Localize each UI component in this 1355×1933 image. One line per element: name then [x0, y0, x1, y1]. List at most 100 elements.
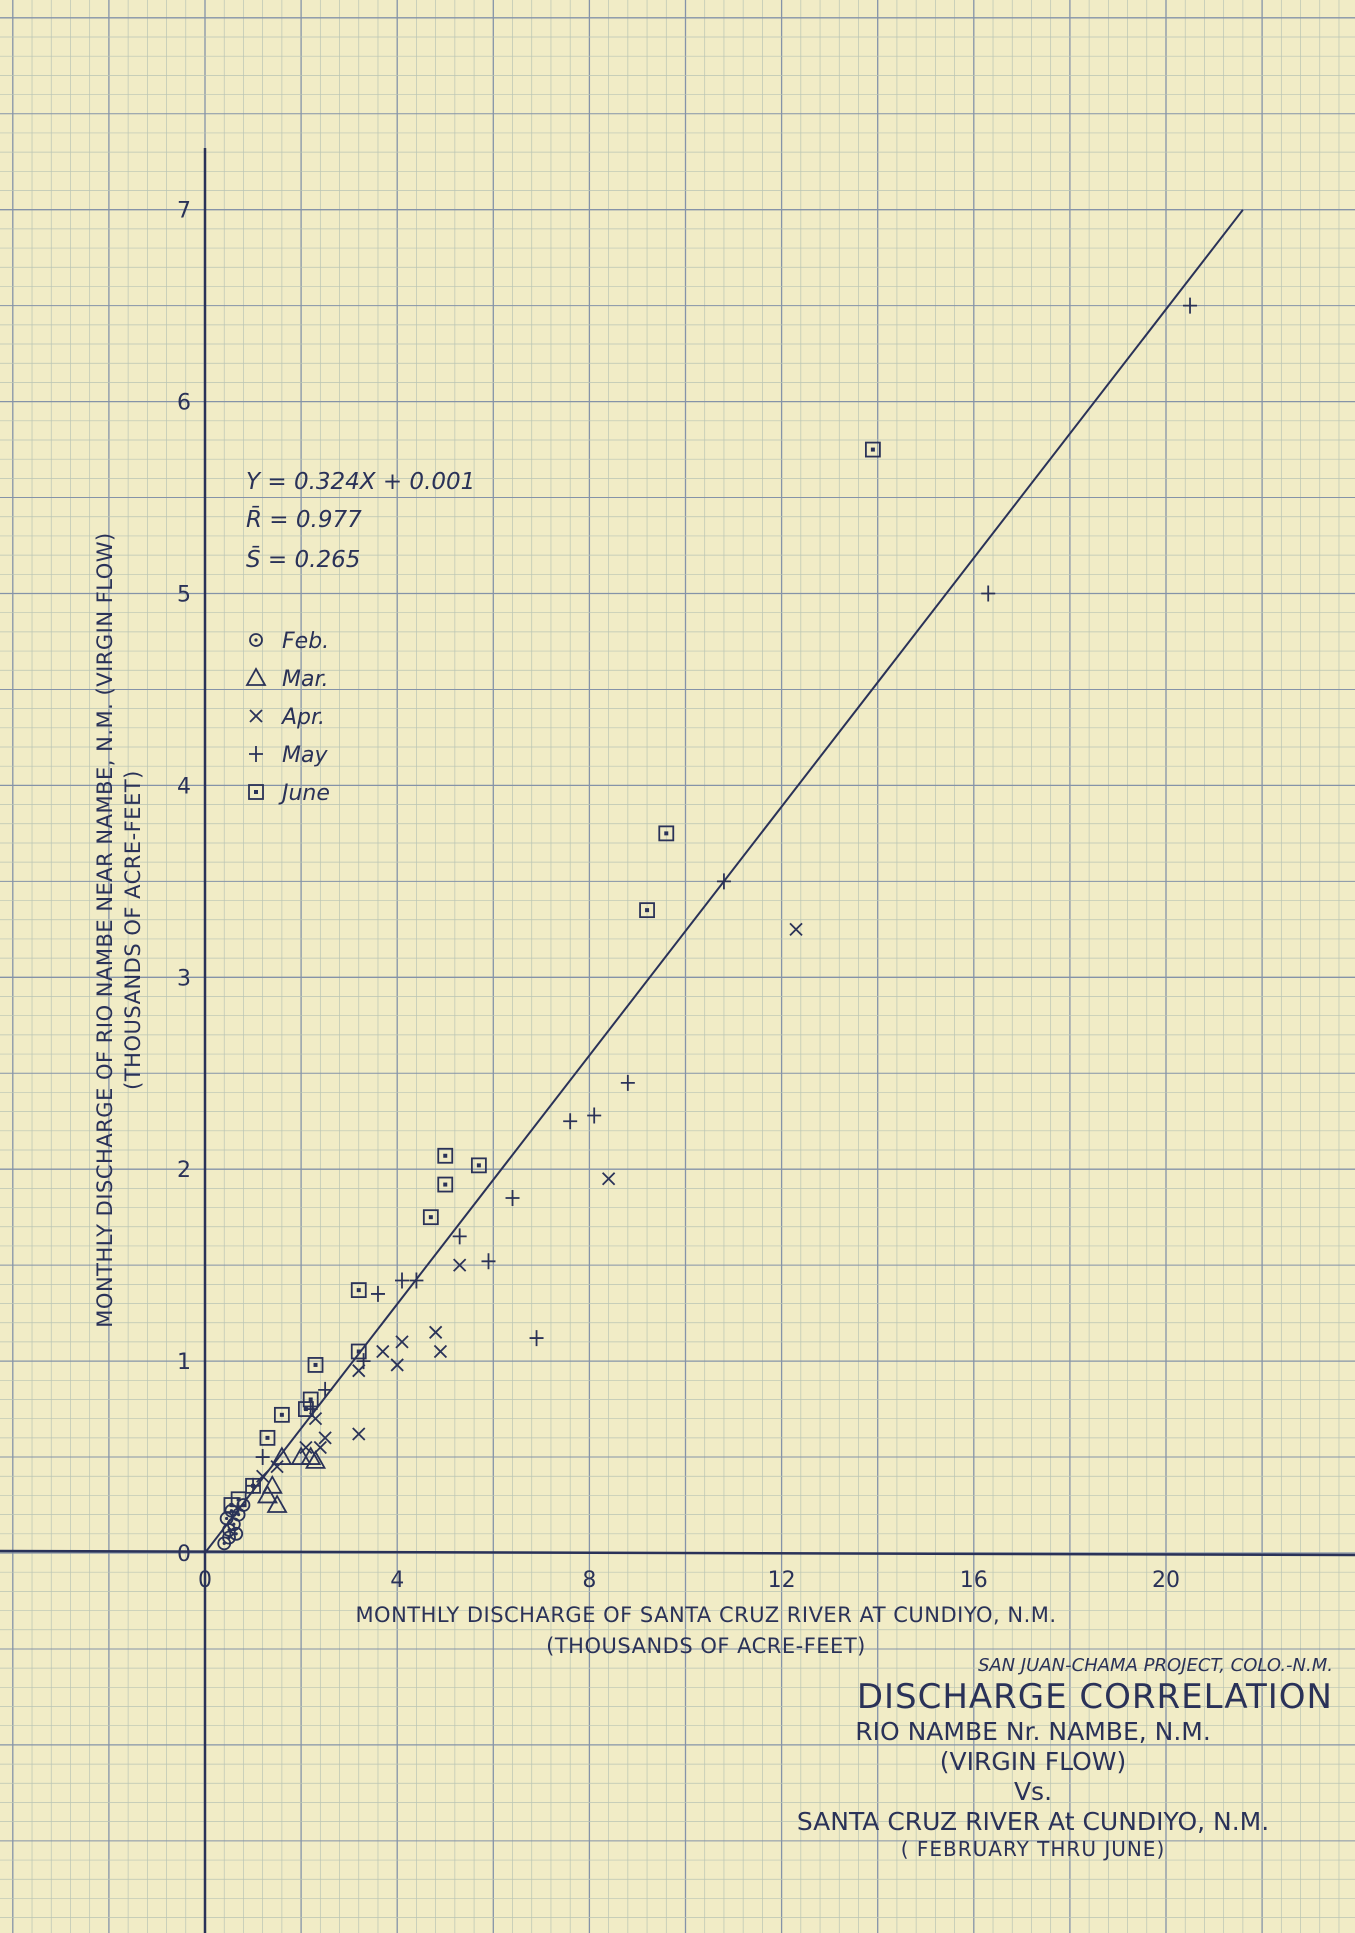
marker-dot: [225, 1516, 229, 1521]
point-apr: [299, 1440, 313, 1455]
marker-dot: [251, 1483, 256, 1488]
marker-plus: [452, 1228, 467, 1245]
point-apr: [789, 922, 803, 936]
legend-marker-mar: [245, 667, 267, 686]
marker-square: [302, 1391, 319, 1408]
marker-triangle: [256, 1484, 279, 1504]
marker-triangle: [304, 1450, 327, 1469]
marker-x: [601, 1172, 616, 1186]
marker-plus: [249, 746, 263, 762]
marker-x: [789, 922, 803, 936]
point-mar: [261, 1474, 283, 1494]
point-may: [620, 1074, 635, 1091]
marker-dot: [356, 1349, 361, 1354]
point-feb: [222, 1530, 236, 1545]
marker-plus: [318, 1381, 333, 1398]
marker-square: [350, 1343, 367, 1360]
point-may: [529, 1330, 544, 1347]
marker-plus: [981, 585, 996, 602]
x-tick-label: 20: [1152, 1568, 1180, 1593]
marker-square: [245, 1477, 261, 1494]
marker-triangle: [271, 1446, 293, 1465]
marker-x: [270, 1460, 284, 1474]
marker-square: [658, 825, 675, 842]
point-mar: [304, 1450, 327, 1469]
marker-x: [352, 1427, 366, 1441]
point-apr: [395, 1335, 409, 1349]
y-tick-label: 6: [177, 391, 191, 416]
marker-dot: [303, 1407, 308, 1412]
y-tick-label: 3: [177, 966, 191, 991]
point-may: [587, 1107, 602, 1124]
legend-label-mar: Mar.: [282, 667, 328, 692]
point-mar: [256, 1484, 279, 1504]
title-block: SAN JUAN-CHAMA PROJECT, COLO.-N.M. DISCH…: [733, 1655, 1333, 1861]
point-apr: [429, 1325, 443, 1339]
x-axis-line: [0, 1549, 1355, 1557]
marker-square: [298, 1401, 314, 1417]
marker-plus: [505, 1189, 520, 1206]
point-mar: [266, 1494, 288, 1513]
marker-dot: [308, 1397, 313, 1402]
legend-label-apr: Apr.: [280, 705, 325, 730]
standard-error: S̄ = 0.265: [246, 545, 360, 573]
legend-marker-june: [248, 784, 264, 800]
marker-square: [470, 1157, 487, 1174]
chart-title: DISCHARGE CORRELATION: [856, 1676, 1333, 1717]
point-may: [981, 585, 996, 602]
marker-dot: [870, 447, 875, 452]
point-may: [318, 1381, 333, 1398]
marker-square: [639, 902, 655, 919]
marker-dot: [443, 1153, 448, 1158]
point-june: [437, 1147, 454, 1164]
point-may: [716, 873, 731, 890]
marker-square: [259, 1429, 276, 1446]
y-tick-label: 7: [177, 199, 191, 224]
project-name: SAN JUAN-CHAMA PROJECT, COLO.-N.M.: [977, 1655, 1333, 1676]
x-axis-units: (THOUSANDS OF ACRE-FEET): [546, 1634, 866, 1658]
point-apr: [376, 1344, 390, 1359]
marker-ring: [236, 1498, 251, 1512]
point-apr: [390, 1358, 404, 1372]
marker-dot: [232, 1522, 236, 1526]
point-apr: [256, 1469, 270, 1483]
x-tick-label: 8: [582, 1568, 596, 1593]
marker-x: [376, 1344, 390, 1359]
x-tick-label: 12: [768, 1568, 796, 1593]
point-may: [356, 1353, 371, 1370]
title-line-2: (VIRGIN FLOW): [939, 1747, 1127, 1777]
y-tick-label: 2: [177, 1158, 191, 1183]
marker-dot: [254, 638, 258, 642]
marker-square: [248, 784, 264, 800]
point-may: [1183, 297, 1198, 314]
legend-label-feb: Feb.: [282, 629, 329, 654]
point-june: [307, 1357, 324, 1373]
marker-square: [864, 441, 881, 458]
marker-plus: [481, 1253, 496, 1270]
point-june: [245, 1477, 261, 1494]
title-line-4: SANTA CRUZ RIVER At CUNDIYO, N.M.: [796, 1807, 1270, 1837]
y-tick-label: 1: [177, 1350, 191, 1375]
point-may: [505, 1189, 520, 1206]
point-may: [370, 1285, 385, 1302]
marker-triangle: [300, 1446, 322, 1465]
point-june: [639, 902, 655, 919]
axes: [0, 148, 1355, 1933]
marker-dot: [664, 831, 669, 836]
point-apr: [318, 1431, 332, 1445]
marker-dot: [356, 1288, 361, 1293]
point-june: [437, 1176, 454, 1193]
point-mar: [300, 1446, 322, 1465]
y-axis-title: MONTHLY DISCHARGE OF RIO NAMBE NEAR NAMB…: [93, 532, 117, 1327]
point-feb: [229, 1526, 244, 1541]
marker-x: [433, 1344, 448, 1359]
marker-square: [350, 1282, 367, 1298]
marker-x: [429, 1325, 443, 1339]
marker-plus: [255, 1449, 270, 1466]
point-may: [452, 1228, 467, 1245]
marker-triangle: [245, 667, 267, 686]
legend-marker-feb: [249, 633, 263, 647]
marker-square: [230, 1491, 247, 1508]
